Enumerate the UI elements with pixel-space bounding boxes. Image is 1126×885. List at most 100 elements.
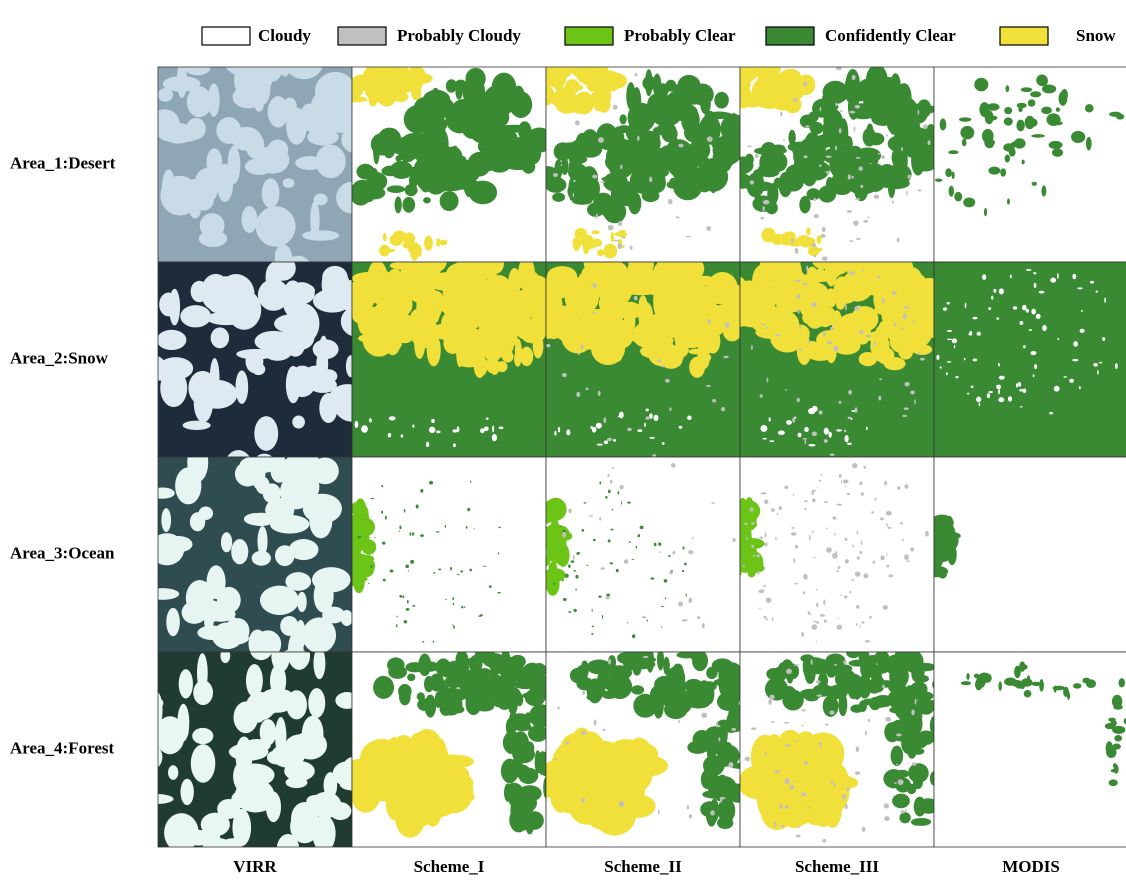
texture [880, 517, 884, 520]
texture [878, 396, 881, 401]
texture [575, 575, 578, 579]
texture [619, 801, 625, 807]
texture [751, 345, 753, 350]
texture [127, 741, 163, 773]
texture [838, 566, 841, 569]
texture [757, 779, 788, 821]
texture [618, 230, 626, 238]
texture [791, 527, 795, 529]
texture [308, 688, 325, 718]
texture [768, 699, 772, 705]
texture [554, 759, 558, 760]
texture [826, 155, 832, 157]
texture [855, 105, 860, 109]
texture [796, 740, 798, 742]
texture [808, 408, 815, 414]
texture [581, 798, 585, 803]
texture [693, 88, 702, 100]
texture [154, 698, 164, 708]
texture [642, 190, 660, 203]
texture [598, 137, 604, 143]
texture [833, 688, 847, 697]
texture [386, 249, 395, 253]
texture [1030, 91, 1041, 97]
texture [275, 545, 295, 566]
texture [602, 176, 625, 182]
texture [281, 326, 315, 350]
texture [955, 376, 958, 378]
texture [823, 599, 825, 605]
texture [1071, 131, 1085, 143]
texture [830, 146, 839, 161]
texture [649, 317, 666, 331]
texture [686, 236, 691, 238]
texture [839, 128, 842, 134]
texture [258, 44, 282, 59]
texture [848, 417, 851, 420]
texture [797, 433, 801, 438]
texture [452, 625, 454, 626]
texture [399, 530, 400, 531]
texture [749, 507, 753, 511]
texture [469, 655, 483, 673]
panel [536, 54, 752, 262]
texture [587, 659, 612, 674]
texture [713, 152, 726, 159]
texture [832, 553, 838, 559]
texture [795, 248, 799, 254]
texture [702, 304, 724, 318]
texture [562, 532, 566, 538]
texture [761, 492, 767, 494]
texture [613, 105, 618, 110]
texture [911, 709, 914, 715]
texture [801, 725, 804, 726]
texture [774, 821, 776, 827]
texture [831, 172, 849, 192]
texture [565, 741, 570, 744]
legend-swatch [1000, 27, 1048, 45]
texture [825, 171, 830, 173]
texture [598, 595, 602, 597]
texture [586, 565, 588, 566]
texture [617, 243, 622, 249]
texture [387, 657, 405, 673]
texture [835, 103, 837, 107]
texture [644, 423, 646, 427]
texture [867, 679, 881, 694]
texture [684, 563, 687, 566]
texture [560, 526, 561, 527]
texture [816, 694, 822, 696]
texture [954, 192, 962, 202]
texture [490, 358, 500, 374]
texture [806, 227, 811, 235]
texture [453, 626, 455, 629]
texture [769, 440, 774, 442]
texture [166, 608, 180, 636]
texture [943, 307, 947, 310]
texture [760, 217, 764, 220]
texture [842, 794, 846, 800]
texture [795, 835, 800, 838]
texture [840, 110, 843, 112]
texture [714, 92, 729, 109]
texture [591, 230, 599, 234]
texture [678, 719, 680, 723]
texture [928, 140, 931, 145]
texture [804, 761, 808, 765]
texture [394, 280, 416, 297]
texture [834, 533, 836, 535]
texture [862, 102, 889, 119]
texture [546, 284, 563, 293]
texture [758, 608, 761, 609]
texture [845, 559, 849, 563]
texture [750, 180, 754, 184]
texture [824, 501, 828, 503]
texture [824, 439, 828, 443]
texture [751, 522, 755, 524]
texture [699, 162, 728, 191]
texture [634, 296, 638, 300]
texture [863, 220, 868, 223]
texture [822, 256, 828, 260]
texture [758, 589, 764, 593]
texture [592, 626, 594, 628]
